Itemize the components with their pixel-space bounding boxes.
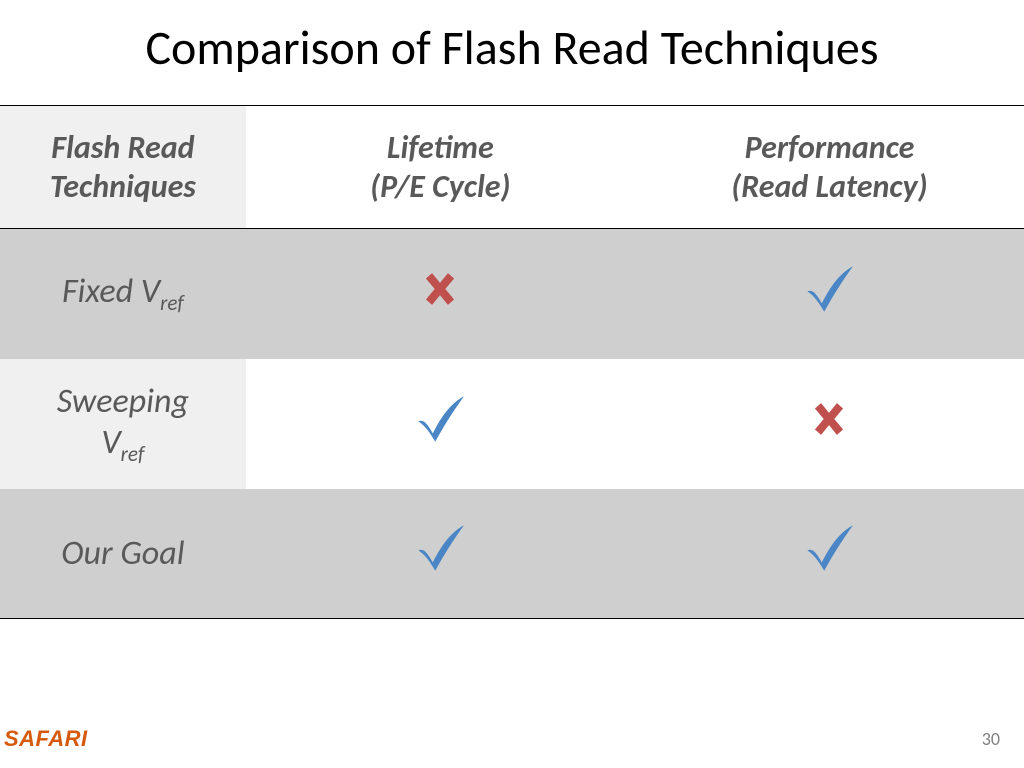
table-body: Fixed VrefSweepingVrefOur Goal [0, 229, 1024, 619]
slide-title: Comparison of Flash Read Techniques [0, 0, 1024, 105]
table-row: SweepingVref [0, 359, 1024, 489]
footer: SAFARI 30 [0, 724, 1024, 756]
page-number: 30 [982, 728, 1000, 750]
row-label: Fixed Vref [0, 229, 246, 359]
row-label: SweepingVref [0, 359, 246, 489]
cell-lifetime [246, 229, 635, 359]
table-row: Our Goal [0, 489, 1024, 619]
cell-performance [635, 489, 1024, 619]
cell-performance [635, 359, 1024, 489]
cross-icon [807, 397, 851, 441]
check-icon [410, 518, 470, 578]
safari-logo: SAFARI [4, 726, 88, 752]
header-lifetime: Lifetime(P/E Cycle) [246, 106, 635, 229]
cell-performance [635, 229, 1024, 359]
comparison-table: Flash ReadTechniques Lifetime(P/E Cycle)… [0, 105, 1024, 619]
cell-lifetime [246, 359, 635, 489]
cell-lifetime [246, 489, 635, 619]
header-techniques: Flash ReadTechniques [0, 106, 246, 229]
table-header-row: Flash ReadTechniques Lifetime(P/E Cycle)… [0, 106, 1024, 229]
cross-icon [418, 267, 462, 311]
check-icon [799, 259, 859, 319]
row-label: Our Goal [0, 489, 246, 619]
check-icon [410, 389, 470, 449]
header-performance: Performance(Read Latency) [635, 106, 1024, 229]
table-row: Fixed Vref [0, 229, 1024, 359]
check-icon [799, 518, 859, 578]
